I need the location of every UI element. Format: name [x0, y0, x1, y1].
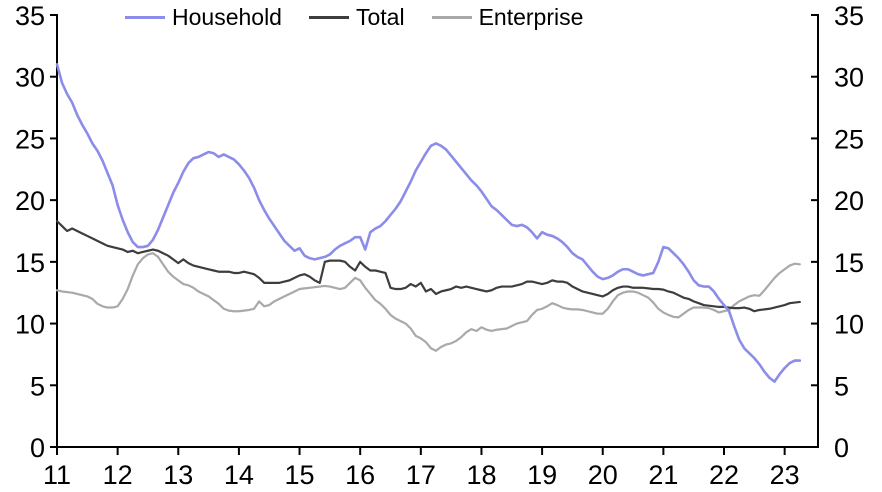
legend-label-enterprise: Enterprise [478, 4, 584, 30]
x-axis-label: 14 [224, 460, 254, 490]
y-axis-label-left: 30 [15, 63, 45, 93]
series-line-total [55, 220, 801, 313]
y-axis-label-right: 0 [834, 433, 849, 463]
x-axis-label: 18 [466, 460, 496, 490]
legend-label-household: Household [172, 4, 282, 30]
chart-legend: Household Total Enterprise [125, 6, 583, 29]
x-axis-label: 15 [285, 460, 315, 490]
x-axis-label: 20 [588, 460, 618, 490]
legend-item-total: Total [308, 4, 405, 30]
y-axis-label-left: 25 [15, 124, 45, 154]
enterprise-line-swatch [431, 16, 472, 19]
legend-label-total: Total [355, 4, 405, 30]
x-axis-label: 11 [43, 460, 71, 490]
y-axis-label-left: 5 [30, 371, 45, 401]
x-axis-label: 17 [406, 460, 436, 490]
y-axis-label-right: 35 [834, 1, 864, 31]
y-axis-label-right: 5 [834, 371, 849, 401]
x-axis-label: 13 [163, 460, 193, 490]
x-axis-label: 23 [770, 460, 800, 490]
y-axis-label-right: 20 [834, 186, 864, 216]
y-axis-label-right: 10 [834, 310, 864, 340]
y-axis-label-right: 25 [834, 124, 864, 154]
y-axis-label-right: 30 [834, 63, 864, 93]
y-axis-label-left: 10 [15, 310, 45, 340]
y-axis-label-right: 15 [834, 248, 864, 278]
legend-item-household: Household [125, 6, 282, 29]
y-axis-label-left: 0 [30, 433, 45, 463]
x-axis-label: 16 [345, 460, 375, 490]
legend-item-enterprise: Enterprise [431, 4, 584, 30]
x-axis-label: 12 [103, 460, 133, 490]
x-axis-label: 21 [648, 460, 678, 490]
y-axis-label-left: 35 [15, 1, 45, 31]
series-line-enterprise [55, 252, 801, 352]
y-axis-label-left: 15 [15, 248, 45, 278]
total-line-swatch [308, 16, 349, 19]
series-line-household [55, 63, 802, 383]
y-axis-label-left: 20 [15, 186, 45, 216]
household-line-swatch [125, 16, 165, 19]
x-axis-label: 19 [527, 460, 557, 490]
x-axis-label: 22 [709, 460, 739, 490]
